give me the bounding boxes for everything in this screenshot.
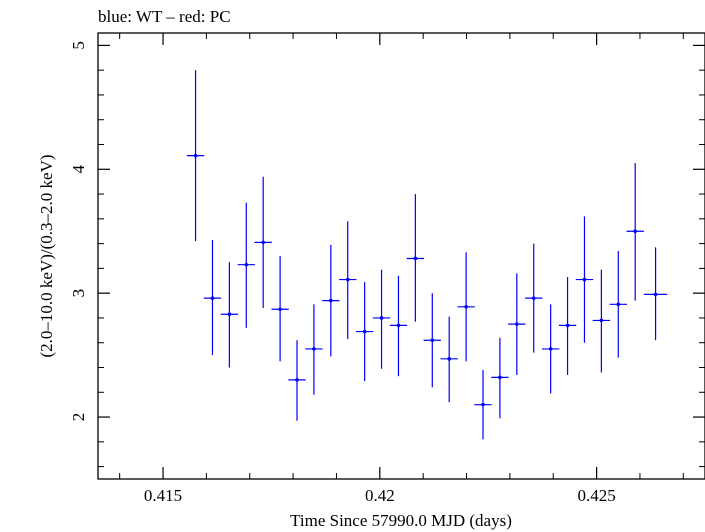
data-point — [575, 216, 594, 343]
data-point — [339, 221, 357, 340]
data-point — [474, 369, 492, 440]
data-point — [186, 70, 205, 242]
point-marker — [329, 298, 333, 303]
data-point — [254, 176, 272, 309]
point-marker — [430, 338, 435, 343]
point-marker — [193, 153, 198, 158]
data-point — [203, 239, 222, 356]
point-marker — [582, 277, 587, 282]
point-marker — [261, 240, 265, 245]
point-marker — [481, 402, 485, 407]
point-marker — [515, 322, 519, 326]
data-point — [541, 304, 560, 394]
plot-frame — [97, 32, 705, 480]
point-marker — [565, 323, 570, 328]
point-marker — [244, 262, 249, 267]
point-marker — [413, 256, 418, 261]
point-marker — [464, 304, 468, 309]
data-point — [558, 277, 577, 375]
data-point — [457, 252, 475, 362]
y-tick-label: 4 — [69, 165, 88, 174]
point-marker — [362, 329, 367, 334]
data-point — [423, 293, 441, 388]
point-marker — [312, 347, 316, 351]
point-marker — [531, 296, 536, 300]
point-marker — [379, 316, 384, 320]
data-point — [389, 275, 408, 377]
data-point — [271, 256, 289, 362]
data-point — [440, 316, 458, 403]
data-point — [491, 337, 509, 419]
data-point — [355, 282, 374, 382]
y-tick-label: 5 — [69, 41, 88, 50]
data-point — [322, 244, 340, 357]
data-point — [220, 262, 239, 368]
point-marker — [278, 307, 282, 312]
point-marker — [295, 378, 299, 382]
data-point — [609, 251, 627, 358]
point-marker — [396, 323, 401, 328]
chart-title: blue: WT – red: PC — [98, 7, 231, 26]
data-point — [237, 202, 255, 328]
y-tick-label: 3 — [69, 289, 88, 298]
point-marker — [599, 318, 604, 323]
axis-ticks: 0.415 0.42 0.425 2 3 4 5 — [69, 33, 705, 505]
point-marker — [633, 229, 637, 234]
data-point — [592, 269, 611, 373]
point-marker — [210, 296, 215, 300]
point-marker — [616, 302, 621, 307]
point-marker — [447, 357, 451, 361]
x-tick-label: 0.42 — [365, 486, 395, 505]
data-point — [406, 194, 425, 322]
data-point — [508, 273, 526, 375]
y-tick-label: 2 — [69, 413, 88, 422]
y-axis-label: (2.0–10.0 keV)/(0.3–2.0 keV) — [37, 154, 56, 357]
data-point — [288, 340, 306, 421]
data-points — [186, 70, 668, 440]
data-point — [626, 163, 644, 301]
data-point — [643, 247, 668, 341]
x-tick-label: 0.425 — [577, 486, 615, 505]
point-marker — [227, 312, 232, 317]
point-marker — [548, 347, 553, 351]
data-point — [305, 304, 323, 395]
point-marker — [345, 277, 350, 282]
point-marker — [498, 375, 502, 380]
data-point — [372, 269, 391, 369]
point-marker — [653, 292, 658, 297]
data-point — [525, 243, 543, 353]
x-tick-label: 0.415 — [144, 486, 182, 505]
x-axis-label: Time Since 57990.0 MJD (days) — [290, 511, 512, 530]
